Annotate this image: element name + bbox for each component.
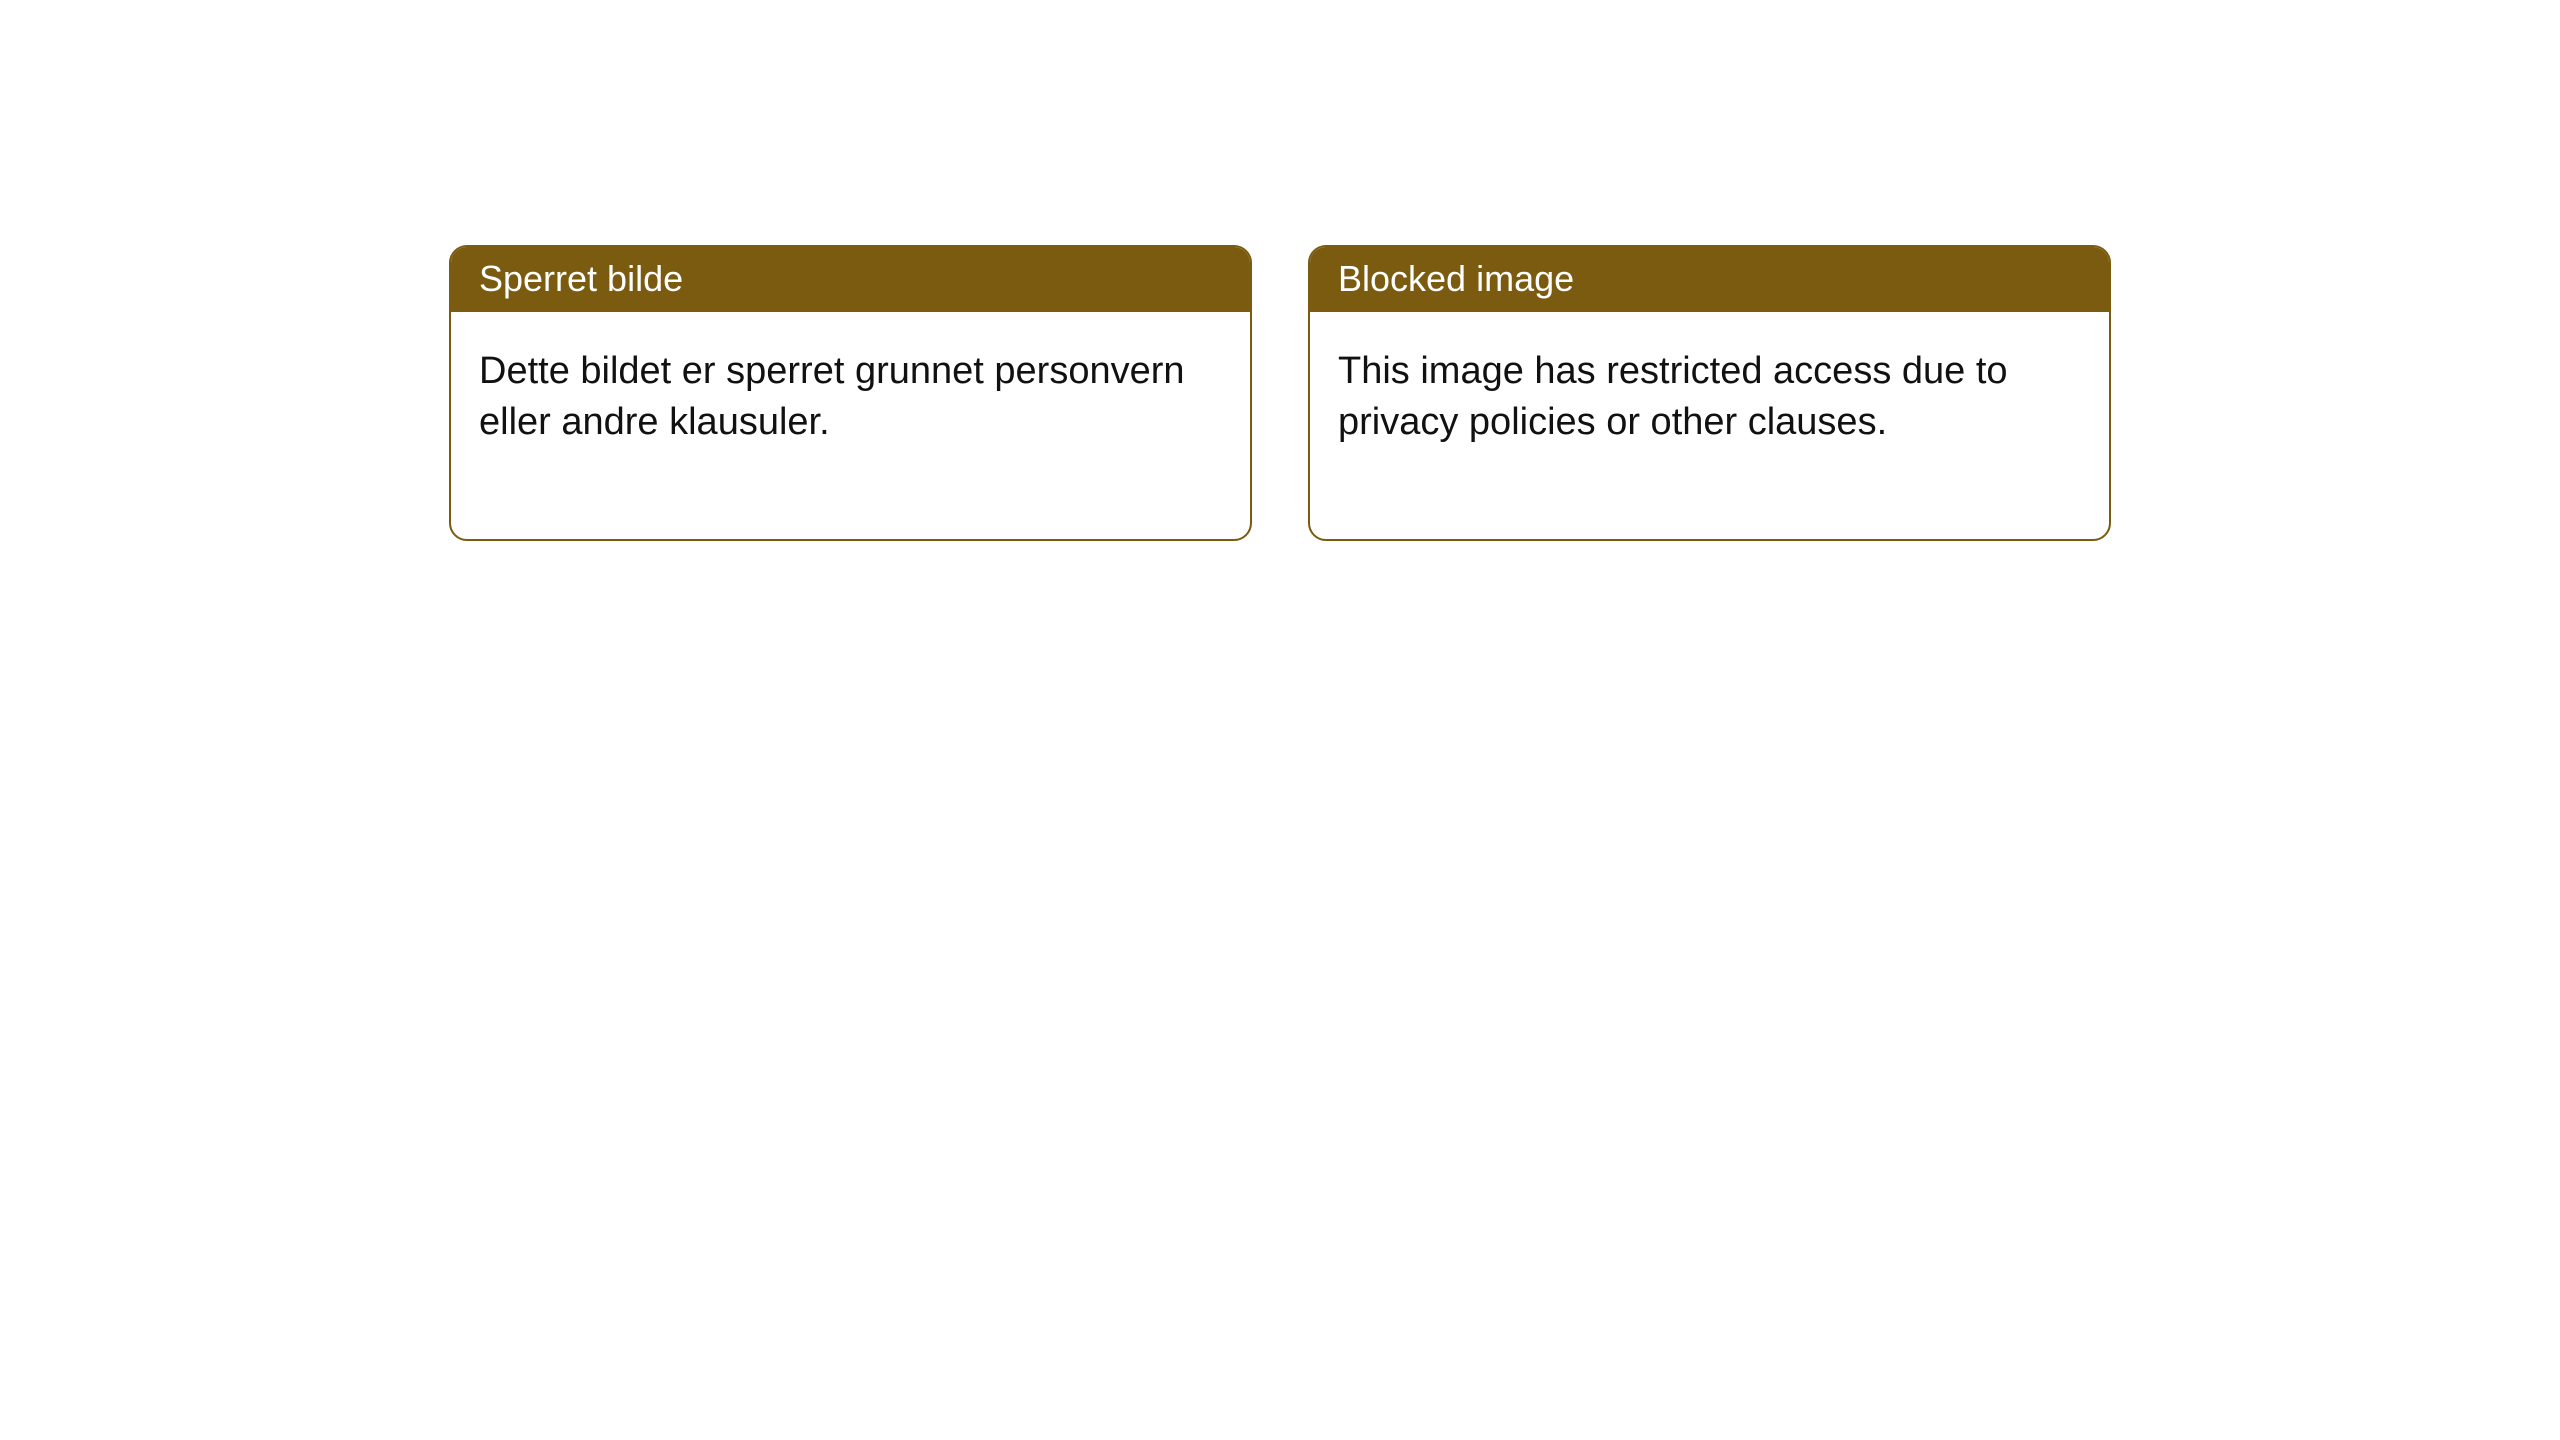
notice-body: This image has restricted access due to … bbox=[1310, 312, 2109, 539]
notice-text: This image has restricted access due to … bbox=[1338, 350, 2008, 443]
notice-container: Sperret bilde Dette bildet er sperret gr… bbox=[449, 245, 2111, 541]
notice-title: Sperret bilde bbox=[479, 258, 683, 299]
notice-header: Sperret bilde bbox=[451, 247, 1250, 312]
notice-header: Blocked image bbox=[1310, 247, 2109, 312]
notice-box-english: Blocked image This image has restricted … bbox=[1308, 245, 2111, 541]
notice-text: Dette bildet er sperret grunnet personve… bbox=[479, 350, 1185, 443]
notice-title: Blocked image bbox=[1338, 258, 1574, 299]
notice-box-norwegian: Sperret bilde Dette bildet er sperret gr… bbox=[449, 245, 1252, 541]
notice-body: Dette bildet er sperret grunnet personve… bbox=[451, 312, 1250, 539]
